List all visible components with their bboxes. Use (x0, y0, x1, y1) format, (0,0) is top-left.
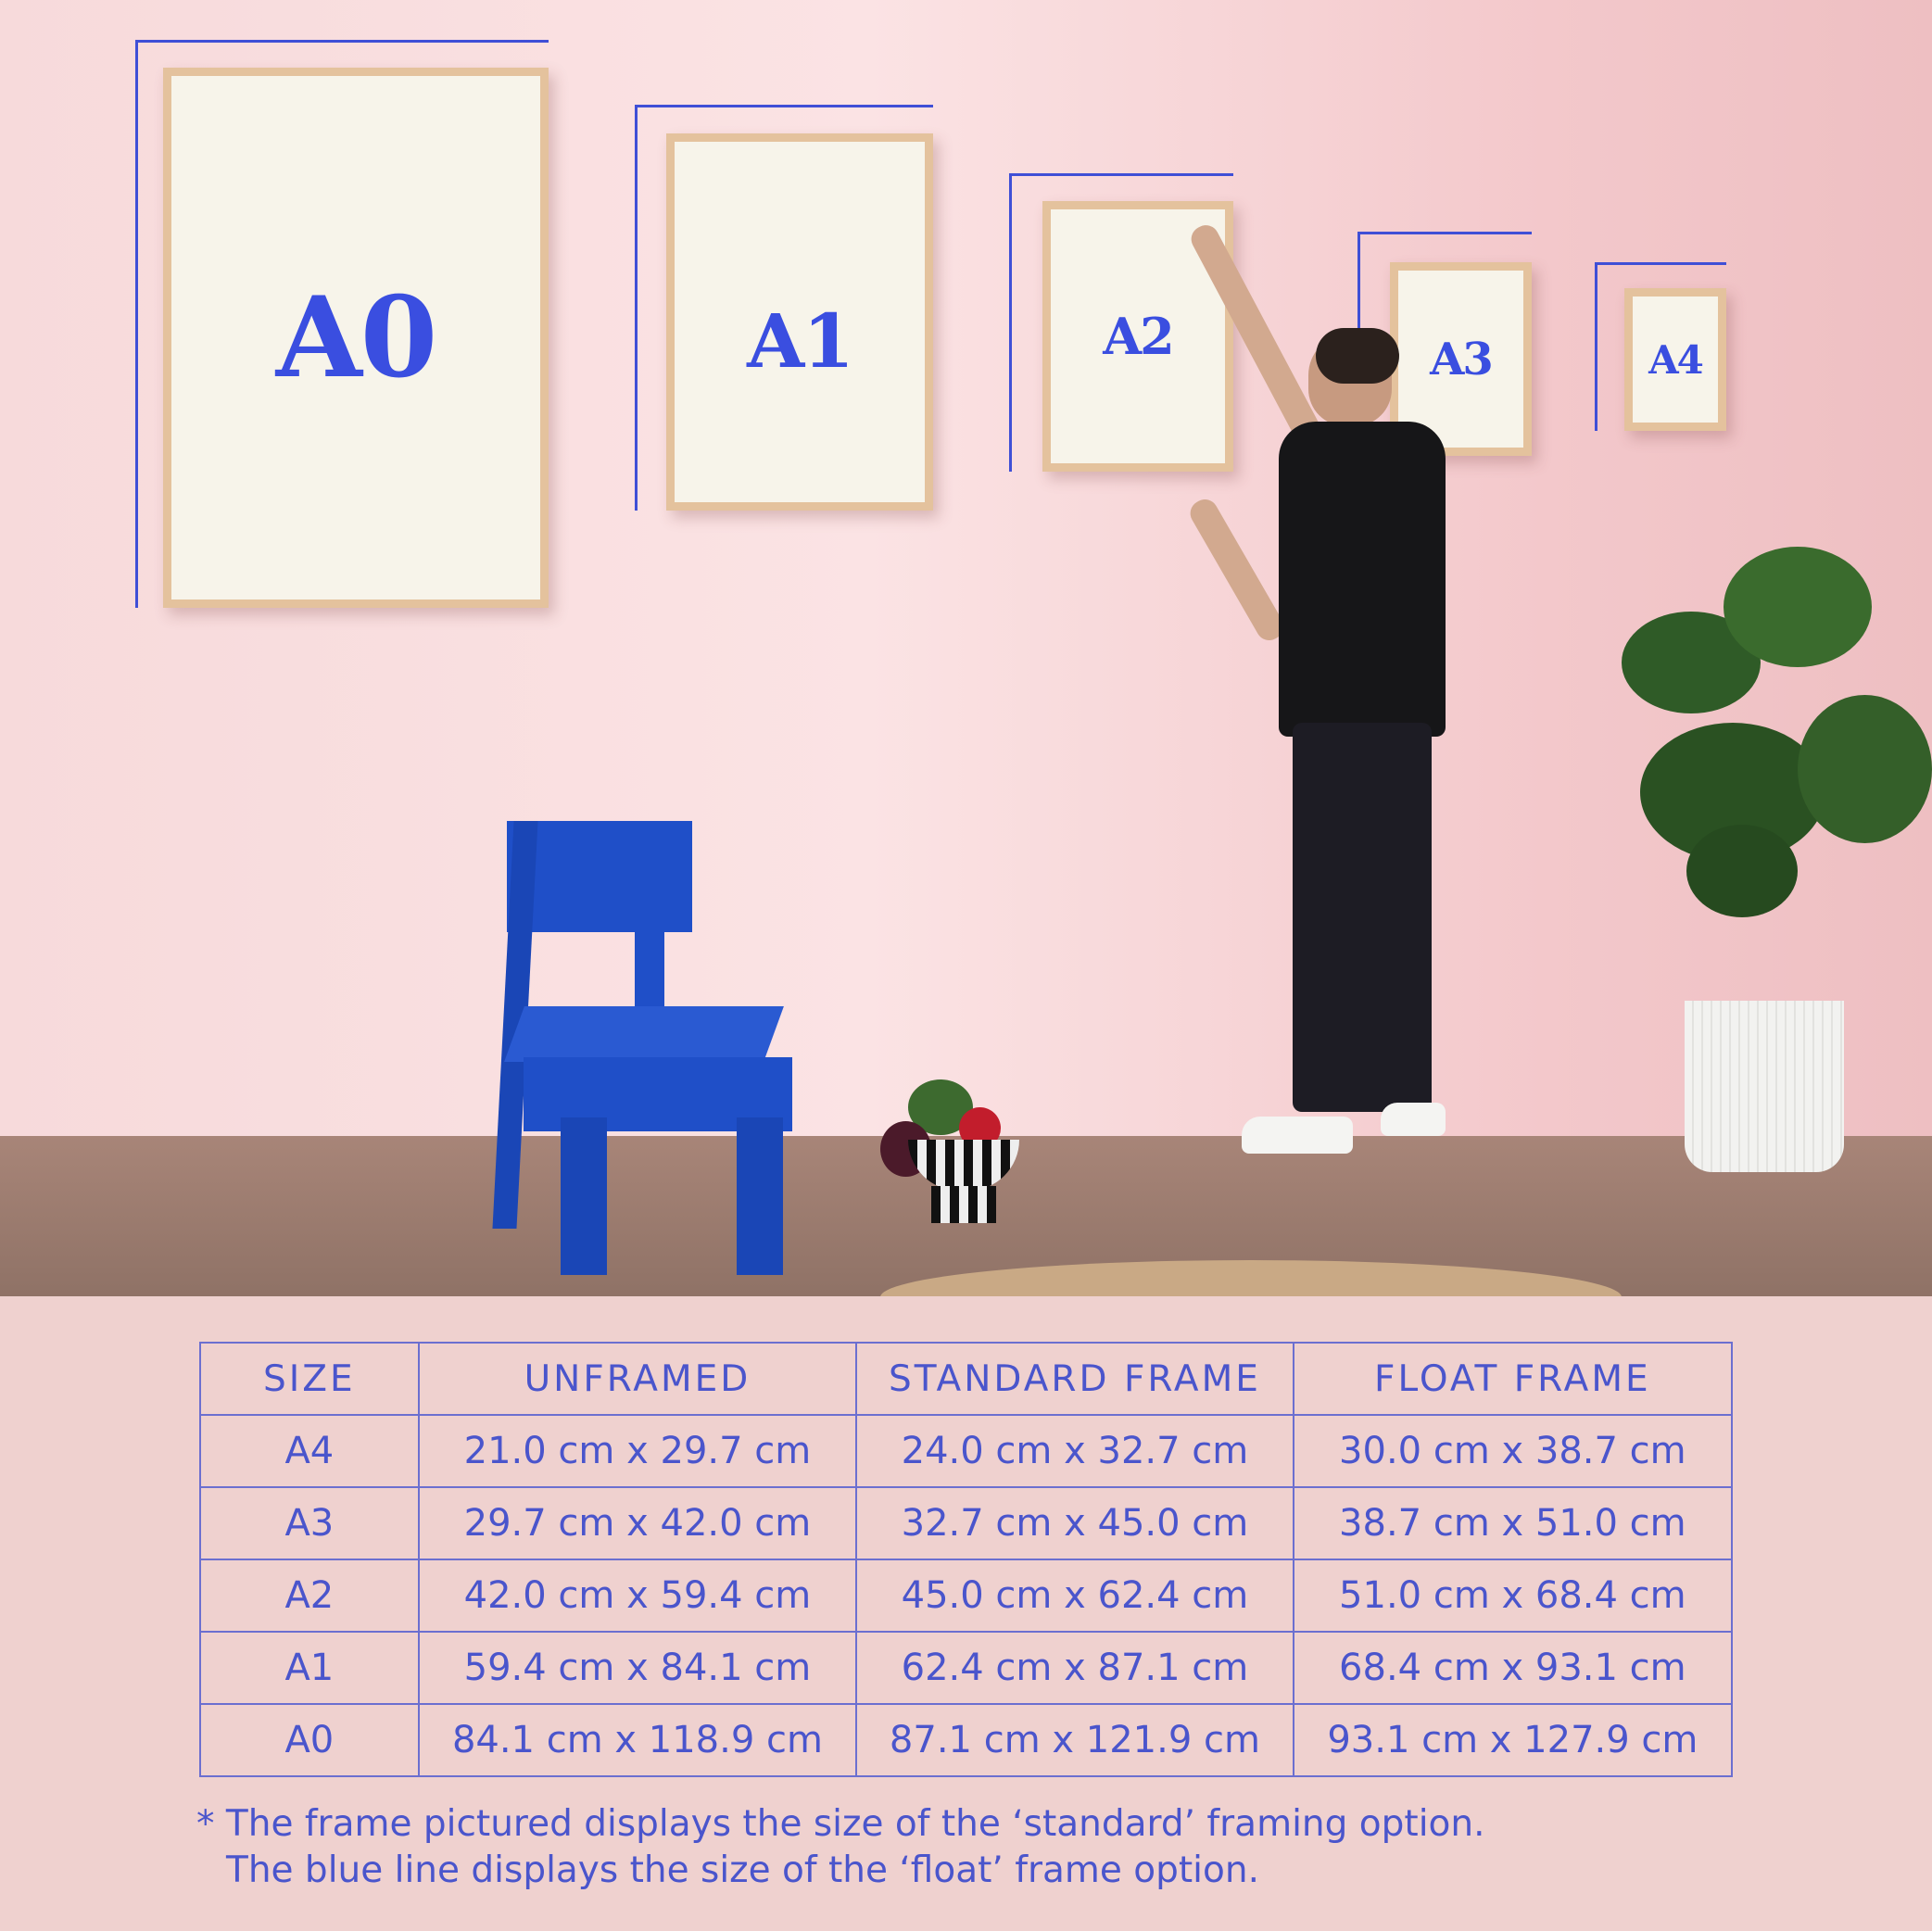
size-cell: A3 (199, 1486, 420, 1560)
standard-frame-cell: 24.0 cm x 32.7 cm (855, 1414, 1294, 1488)
header-size: SIZE (199, 1342, 420, 1416)
float-frame-cell: 93.1 cm x 127.9 cm (1292, 1703, 1734, 1777)
table-header-row: SIZE UNFRAMED STANDARD FRAME FLOAT FRAME (199, 1342, 1734, 1416)
table-row: A2 42.0 cm x 59.4 cm 45.0 cm x 62.4 cm 51.0… (199, 1559, 1734, 1633)
size-table: SIZE UNFRAMED STANDARD FRAME FLOAT FRAME… (199, 1342, 1734, 1777)
table-row: A1 59.4 cm x 84.1 cm 62.4 cm x 87.1 cm 68.4… (199, 1631, 1734, 1705)
footnote-line-2: The blue line displays the size of the ‘… (226, 1849, 1259, 1891)
frame-label: A4 (1648, 336, 1704, 383)
header-unframed: UNFRAMED (417, 1342, 858, 1416)
standard-frame-cell: 32.7 cm x 45.0 cm (855, 1486, 1294, 1560)
float-outline-a2 (1009, 173, 1233, 472)
room-photo: A0 A1 A2 A3 A4 (0, 0, 1932, 1296)
frame-a0: A0 (163, 68, 549, 608)
fruit-bowl (880, 1056, 1033, 1228)
float-frame-cell: 38.7 cm x 51.0 cm (1292, 1486, 1734, 1560)
table-row: A0 84.1 cm x 118.9 cm 87.1 cm x 121.9 cm 93… (199, 1703, 1734, 1777)
standard-frame-cell: 87.1 cm x 121.9 cm (855, 1703, 1294, 1777)
table-row: A4 21.0 cm x 29.7 cm 24.0 cm x 32.7 cm 30.0… (199, 1414, 1734, 1488)
standard-frame-cell: 45.0 cm x 62.4 cm (855, 1559, 1294, 1633)
frame-a1: A1 (666, 133, 933, 511)
frame-label: A2 (1103, 307, 1174, 366)
size-cell: A4 (199, 1414, 420, 1488)
size-cell: A1 (199, 1631, 420, 1705)
unframed-cell: 29.7 cm x 42.0 cm (417, 1486, 858, 1560)
table-row: A3 29.7 cm x 42.0 cm 32.7 cm x 45.0 cm 38.7… (199, 1486, 1734, 1560)
unframed-cell: 84.1 cm x 118.9 cm (417, 1703, 858, 1777)
size-cell: A2 (199, 1559, 420, 1633)
float-frame-cell: 30.0 cm x 38.7 cm (1292, 1414, 1734, 1488)
frame-label: A3 (1430, 333, 1494, 385)
frame-label: A0 (275, 272, 438, 403)
potted-plant (1612, 528, 1932, 1177)
float-frame-cell: 51.0 cm x 68.4 cm (1292, 1559, 1734, 1633)
unframed-cell: 42.0 cm x 59.4 cm (417, 1559, 858, 1633)
frame-label: A1 (747, 297, 854, 385)
header-standard-frame: STANDARD FRAME (855, 1342, 1294, 1416)
float-outline-a4 (1595, 262, 1726, 431)
frame-a4: A4 (1624, 288, 1726, 431)
unframed-cell: 59.4 cm x 84.1 cm (417, 1631, 858, 1705)
standard-frame-cell: 62.4 cm x 87.1 cm (855, 1631, 1294, 1705)
float-outline-a1 (635, 105, 933, 511)
blue-chair (477, 821, 797, 1280)
person (1185, 221, 1464, 1195)
float-frame-cell: 68.4 cm x 93.1 cm (1292, 1631, 1734, 1705)
size-cell: A0 (199, 1703, 420, 1777)
float-outline-a0 (135, 40, 549, 608)
unframed-cell: 21.0 cm x 29.7 cm (417, 1414, 858, 1488)
header-float-frame: FLOAT FRAME (1292, 1342, 1734, 1416)
frame-a2: A2 (1042, 201, 1233, 472)
footnote-line-1: * The frame pictured displays the size o… (196, 1803, 1485, 1845)
